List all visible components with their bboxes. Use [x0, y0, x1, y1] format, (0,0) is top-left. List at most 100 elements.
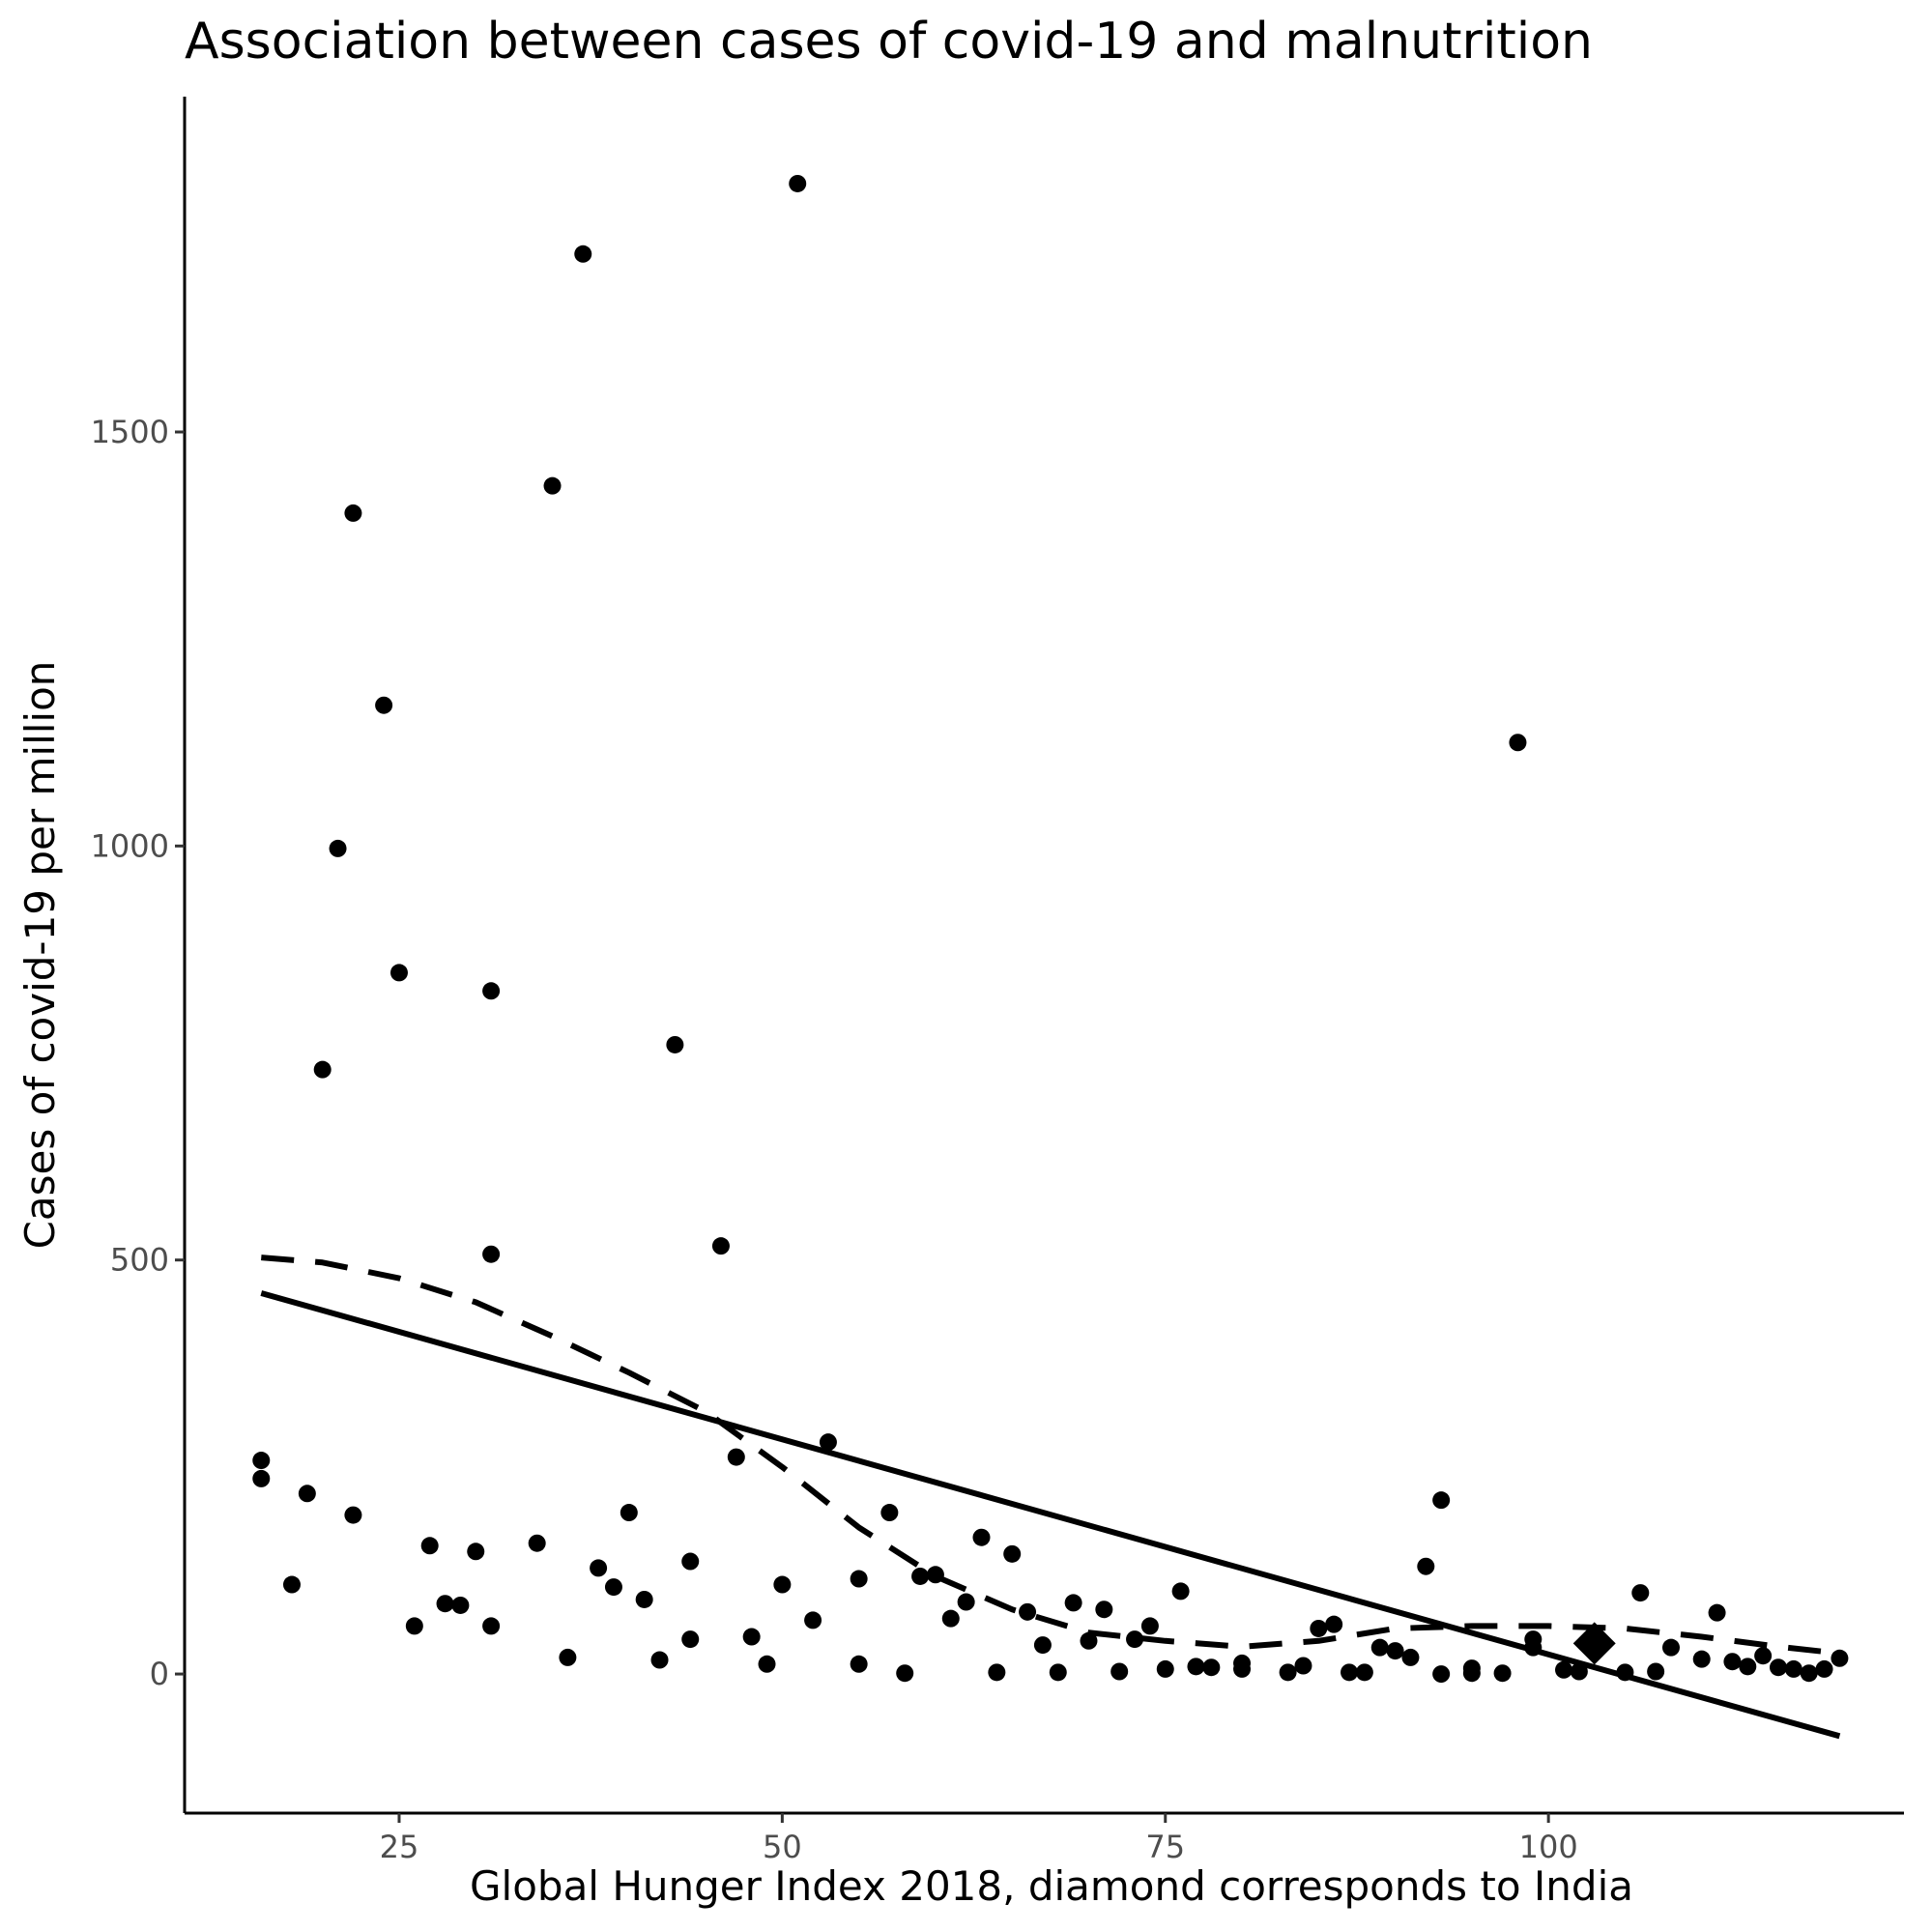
- data-point: [789, 174, 807, 192]
- y-tick-label: 1500: [91, 414, 169, 450]
- data-point: [482, 1617, 501, 1635]
- india-diamond-point: [1572, 1622, 1616, 1665]
- x-axis-label: Global Hunger Index 2018, diamond corres…: [470, 1862, 1633, 1910]
- data-point: [681, 1630, 700, 1649]
- data-point: [819, 1433, 837, 1452]
- data-point: [313, 1060, 332, 1079]
- data-point: [1233, 1659, 1252, 1678]
- data-point: [911, 1567, 930, 1585]
- data-point: [681, 1552, 700, 1571]
- data-point: [482, 982, 501, 1000]
- x-tick-label: 75: [1145, 1829, 1185, 1865]
- data-point: [804, 1611, 822, 1629]
- data-point: [344, 1506, 362, 1524]
- data-point: [666, 1035, 684, 1053]
- data-point: [880, 1504, 899, 1522]
- data-point: [252, 1452, 271, 1470]
- data-point: [1064, 1594, 1082, 1612]
- data-point: [850, 1655, 868, 1673]
- data-point: [1555, 1660, 1573, 1679]
- data-point: [1049, 1663, 1067, 1682]
- data-point: [1187, 1658, 1205, 1676]
- data-point: [1279, 1663, 1297, 1682]
- data-point: [1815, 1659, 1833, 1678]
- data-point: [727, 1448, 745, 1466]
- axes: [183, 97, 1904, 1815]
- data-point: [389, 964, 408, 982]
- data-point: [1202, 1658, 1221, 1677]
- data-point: [1631, 1584, 1650, 1602]
- data-point: [1110, 1662, 1129, 1681]
- data-point: [972, 1528, 991, 1546]
- data-point: [1080, 1631, 1098, 1650]
- data-point: [436, 1595, 454, 1613]
- data-point: [574, 245, 592, 263]
- data-point: [1647, 1662, 1665, 1681]
- data-point: [420, 1537, 439, 1555]
- data-point: [467, 1543, 485, 1561]
- data-point: [711, 1237, 730, 1255]
- data-point: [1171, 1582, 1190, 1600]
- data-point: [344, 504, 362, 522]
- data-point: [1019, 1602, 1037, 1621]
- data-point: [1692, 1650, 1711, 1668]
- data-point: [1784, 1659, 1802, 1678]
- data-point: [528, 1534, 546, 1552]
- data-point: [482, 1245, 501, 1263]
- data-point: [1310, 1619, 1328, 1637]
- data-point: [1432, 1491, 1451, 1510]
- data-point: [1401, 1648, 1420, 1666]
- data-point: [1769, 1658, 1787, 1677]
- plot-area: [252, 174, 1849, 1740]
- data-point: [1095, 1600, 1113, 1619]
- data-point: [620, 1504, 638, 1522]
- data-point: [252, 1469, 271, 1487]
- data-point: [559, 1648, 577, 1666]
- data-point: [941, 1609, 960, 1628]
- linear-fit-line: [260, 1290, 1841, 1740]
- data-point: [896, 1664, 914, 1683]
- y-tick-label: 1000: [91, 827, 169, 864]
- data-point: [1723, 1653, 1742, 1671]
- data-point: [742, 1628, 761, 1646]
- data-point: [1126, 1630, 1144, 1649]
- data-point: [405, 1617, 423, 1635]
- y-tick-label: 0: [150, 1656, 169, 1692]
- data-point: [1355, 1663, 1373, 1682]
- data-point: [1003, 1544, 1022, 1563]
- data-point: [1140, 1617, 1159, 1635]
- data-point: [1739, 1658, 1757, 1676]
- data-point: [1462, 1664, 1481, 1683]
- chart-title: Association between cases of covid-19 an…: [185, 13, 1593, 71]
- data-point: [1432, 1665, 1451, 1684]
- data-point: [1341, 1663, 1359, 1682]
- data-point: [1800, 1664, 1818, 1683]
- data-point: [1509, 734, 1527, 752]
- data-point: [988, 1663, 1006, 1682]
- data-point: [451, 1596, 470, 1614]
- x-tick-label: 25: [380, 1829, 419, 1865]
- data-point: [298, 1485, 316, 1503]
- data-point: [1493, 1664, 1512, 1683]
- data-point: [1294, 1657, 1312, 1675]
- data-point: [635, 1590, 653, 1608]
- data-point: [1370, 1638, 1389, 1657]
- data-point: [957, 1593, 975, 1611]
- x-tick-label: 50: [763, 1829, 802, 1865]
- data-point: [1325, 1615, 1343, 1633]
- data-point: [282, 1575, 301, 1594]
- data-point: [1417, 1557, 1435, 1575]
- data-point: [1033, 1636, 1052, 1655]
- data-point: [850, 1570, 868, 1588]
- data-point: [543, 476, 562, 495]
- data-point: [604, 1578, 622, 1597]
- data-point: [650, 1651, 669, 1669]
- x-tick-label: 100: [1519, 1829, 1578, 1865]
- y-axis-label: Cases of covid-19 per million: [16, 661, 64, 1250]
- data-point: [1386, 1642, 1404, 1660]
- y-tick-label: 500: [110, 1242, 169, 1279]
- data-point: [1754, 1647, 1773, 1665]
- data-point: [1524, 1630, 1543, 1649]
